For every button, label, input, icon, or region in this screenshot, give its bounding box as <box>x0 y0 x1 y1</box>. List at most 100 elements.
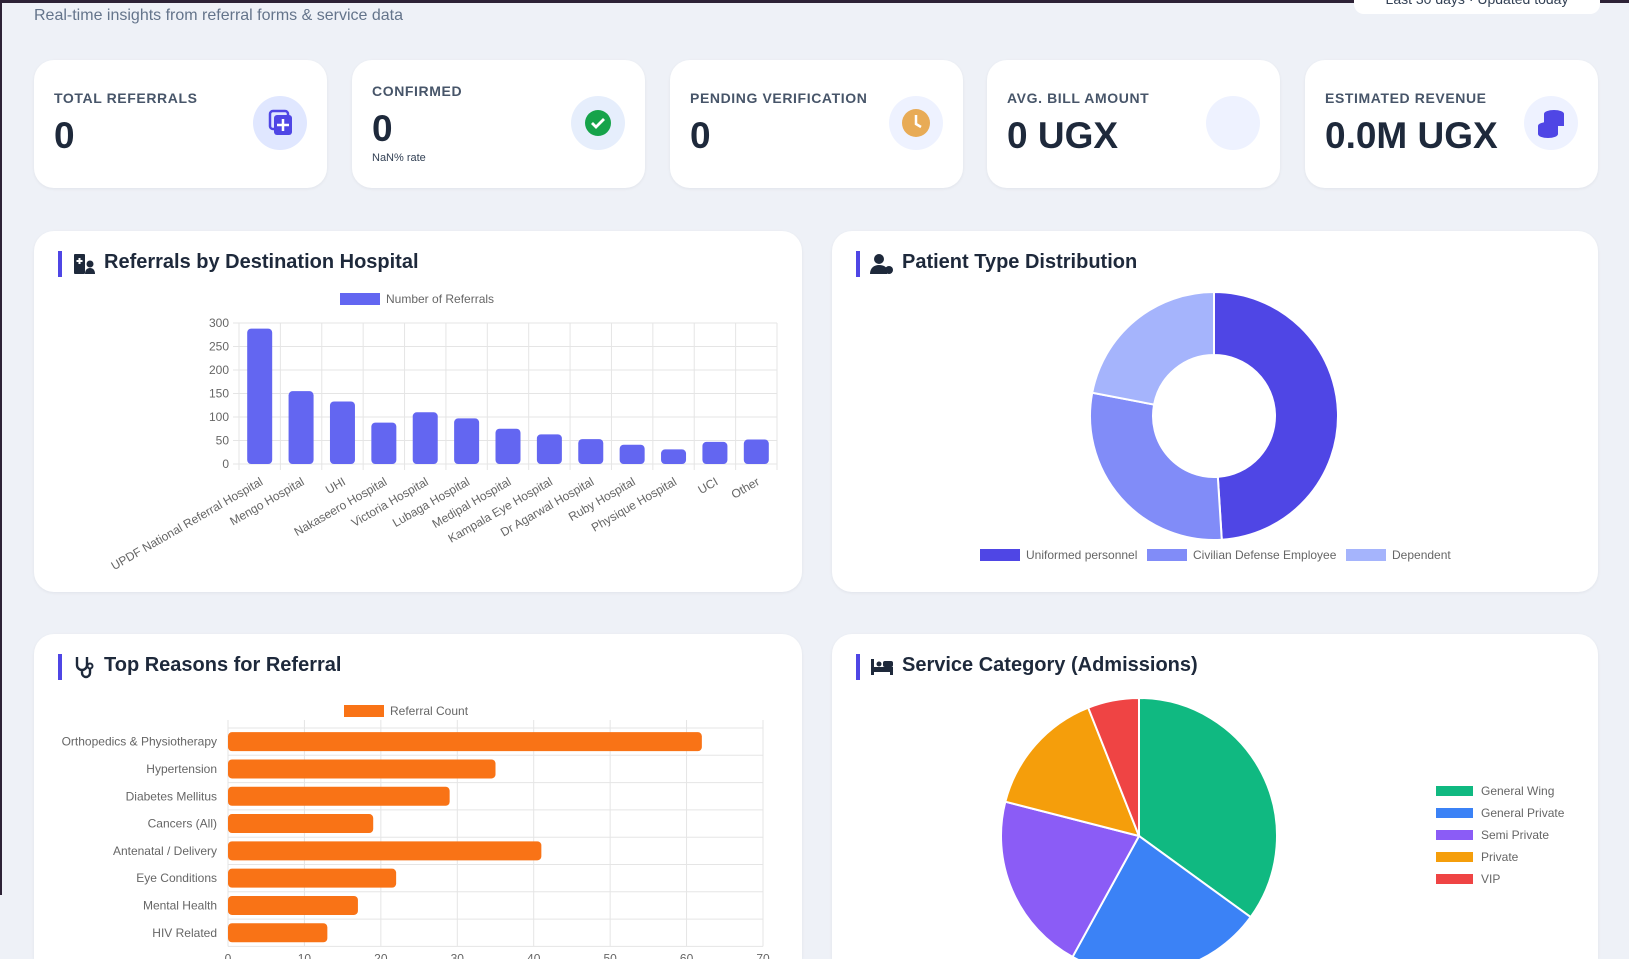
legend-swatch <box>1436 874 1473 884</box>
y-tick-label: Cancers (All) <box>148 817 217 831</box>
bar <box>702 441 728 464</box>
bar <box>228 895 358 915</box>
kpi-value: 0.0M UGX <box>1325 115 1498 156</box>
kpi-card: PENDING VERIFICATION 0 <box>670 60 963 188</box>
kpi-card: TOTAL REFERRALS 0 <box>34 60 327 188</box>
legend-swatch <box>980 549 1020 561</box>
kpi-icon <box>1206 96 1260 150</box>
chart-icon <box>871 659 893 675</box>
x-tick-label: 60 <box>680 951 694 959</box>
legend-label: General Wing <box>1481 784 1554 798</box>
title-accent <box>58 251 62 277</box>
subtitle: Real-time insights from referral forms &… <box>34 7 403 24</box>
chart: General Wing General Private Semi Private P… <box>1000 696 1565 959</box>
chart-card: Top Reasons for Referral Referral Count 0… <box>34 634 802 959</box>
legend-swatch <box>344 705 384 717</box>
legend-label: VIP <box>1481 872 1500 886</box>
bar <box>495 428 521 464</box>
slice <box>1086 696 1140 837</box>
legend-swatch <box>1147 549 1187 561</box>
bar <box>743 439 769 464</box>
slice <box>1138 696 1278 919</box>
bar <box>228 786 450 806</box>
kpi-note: NaN% rate <box>372 152 426 164</box>
y-tick-label: Orthopedics & Physiotherapy <box>62 735 217 749</box>
y-tick-label: 250 <box>209 340 229 354</box>
kpi-label: AVG. BILL AMOUNT <box>1007 90 1150 106</box>
x-tick-label: 20 <box>374 951 388 959</box>
bar <box>329 401 355 464</box>
slice <box>1000 800 1141 959</box>
kpi-value: 0 <box>54 115 75 156</box>
chart-card: Referrals by Destination Hospital Number… <box>34 231 802 592</box>
legend-swatch <box>1436 786 1473 796</box>
chart-icon <box>74 254 95 274</box>
legend-swatch <box>1436 830 1473 840</box>
x-tick-label: 0 <box>225 951 232 959</box>
date-badge[interactable]: Last 30 days · Updated today <box>1354 0 1600 14</box>
x-tick-label: UCI <box>696 474 721 496</box>
bar <box>412 412 438 464</box>
y-tick-label: 50 <box>216 434 230 448</box>
title-accent <box>856 251 860 277</box>
legend-label: Private <box>1481 850 1519 864</box>
legend-swatch <box>1436 808 1473 818</box>
bar <box>228 923 328 943</box>
y-tick-label: HIV Related <box>152 926 217 940</box>
kpi-value: 0 <box>690 115 711 156</box>
y-tick-label: 200 <box>209 363 229 377</box>
bar <box>228 814 374 834</box>
bar <box>288 391 314 464</box>
bar <box>371 422 397 464</box>
bar <box>247 328 273 464</box>
bar <box>454 418 480 464</box>
legend-swatch <box>1346 549 1386 561</box>
title-accent <box>58 654 62 680</box>
kpi-card: AVG. BILL AMOUNT 0 UGX <box>987 60 1280 188</box>
bar <box>228 841 542 861</box>
y-tick-label: Hypertension <box>146 762 217 776</box>
chart-icon <box>870 254 893 274</box>
legend-swatch <box>340 293 380 305</box>
y-tick-label: 100 <box>209 410 229 424</box>
bar <box>536 434 562 464</box>
kpi-icon <box>1524 96 1578 150</box>
kpi-label: ESTIMATED REVENUE <box>1325 90 1487 106</box>
legend-label: Uniformed personnel <box>1026 548 1137 562</box>
bar <box>578 439 604 464</box>
bar <box>228 759 496 779</box>
slice <box>1089 391 1223 541</box>
legend-swatch <box>1436 852 1473 862</box>
bar <box>661 449 687 464</box>
chart-title: Patient Type Distribution <box>902 251 1138 273</box>
x-tick-label: 10 <box>298 951 312 959</box>
kpi-label: CONFIRMED <box>372 83 463 99</box>
legend-label: General Private <box>1481 806 1565 820</box>
x-tick-label: 40 <box>527 951 541 959</box>
y-tick-label: 0 <box>222 457 229 471</box>
y-tick-label: Eye Conditions <box>136 871 217 885</box>
x-tick-label: 50 <box>603 951 617 959</box>
legend-label: Civilian Defense Employee <box>1193 548 1337 562</box>
y-tick-label: Diabetes Mellitus <box>126 789 217 803</box>
bar <box>619 444 645 464</box>
kpi-icon <box>253 96 307 150</box>
bar <box>228 868 397 888</box>
chart-icon <box>75 657 94 679</box>
sidebar-edge <box>0 0 2 895</box>
slice <box>1213 290 1339 541</box>
chart-card: Patient Type Distribution Uniformed pers… <box>832 231 1598 592</box>
legend-label: Referral Count <box>390 704 469 718</box>
y-tick-label: 150 <box>209 387 229 401</box>
y-tick-label: Mental Health <box>143 898 217 912</box>
x-tick-label: Other <box>729 474 762 501</box>
legend-label: Dependent <box>1392 548 1451 562</box>
title-accent <box>856 654 860 680</box>
kpi-label: TOTAL REFERRALS <box>54 90 198 106</box>
top-border <box>0 0 1629 3</box>
x-tick-label: UHI <box>323 474 348 496</box>
chart-title: Top Reasons for Referral <box>104 654 342 676</box>
kpi-card: CONFIRMED 0 NaN% rate <box>352 60 645 188</box>
y-tick-label: 300 <box>209 316 229 330</box>
